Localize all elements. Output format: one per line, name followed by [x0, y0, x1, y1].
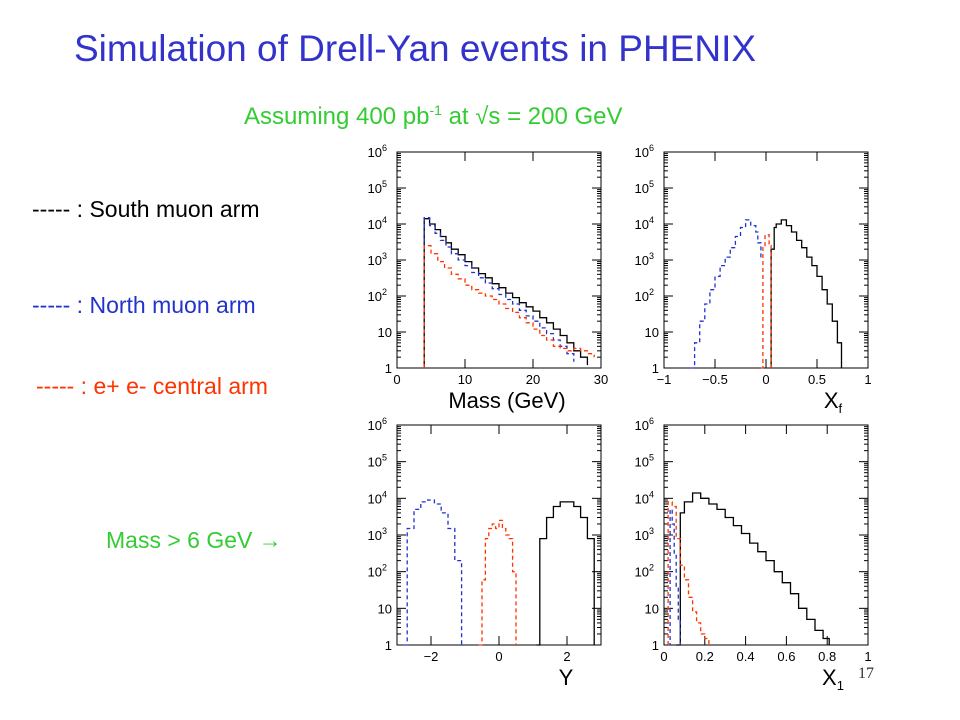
plot-frame [396, 424, 602, 646]
y-tick-label: 104 [368, 489, 387, 506]
x-tick-label: 0.5 [808, 372, 826, 387]
series-line-2 [668, 508, 681, 646]
y-tick-label: 105 [368, 179, 387, 196]
x-tick-label: 0.6 [777, 649, 795, 664]
y-tick-label: 102 [368, 287, 387, 304]
y-tick-label: 10 [645, 601, 659, 616]
y-tick-label: 103 [368, 526, 387, 543]
y-tick-label: 10 [645, 325, 659, 340]
x-tick-label: 0.2 [696, 649, 714, 664]
x-tick-label: 10 [458, 372, 472, 387]
y-tick-label: 103 [368, 251, 387, 268]
y-tick-label: 103 [635, 251, 654, 268]
subtitle-exponent: -1 [429, 102, 442, 118]
y-tick-label: 10 [378, 601, 392, 616]
plot-frame [663, 424, 869, 646]
legend-north-arm: ----- : North muon arm [32, 292, 256, 318]
page-number: 17 [858, 665, 874, 682]
x-tick-label: 0.4 [737, 649, 755, 664]
series-line-1 [536, 501, 595, 646]
y-tick-label: 10 [378, 325, 392, 340]
legend-south-arm: ----- : South muon arm [32, 196, 260, 222]
histogram-panel-4: 1 10 102 103 104 105 106 0 0.2 0.4 0.6 0.8 1 X1 [635, 416, 872, 693]
histogram-panel-2: 1 10 102 103 104 105 106 −1 −0.5 0 0.5 1 Xf [635, 143, 872, 416]
x-tick-label: 0 [495, 649, 502, 664]
y-tick-label: 1 [652, 638, 659, 653]
series-line-1 [770, 219, 843, 368]
series-line-2 [690, 219, 762, 369]
plot-frame [396, 151, 602, 369]
y-tick-label: 105 [635, 179, 654, 196]
x-tick-label: 0 [762, 372, 769, 387]
series-line-1 [423, 218, 589, 368]
series-line-3 [423, 245, 595, 368]
series-line-2 [403, 499, 463, 646]
histogram-panel-1: 1 10 102 103 104 105 106 0 10 20 30 Mass (GeV) [368, 143, 609, 413]
x-tick-label: −1 [657, 372, 672, 387]
subtitle: Assuming 400 pb-1 at √s = 200 GeV [244, 102, 623, 131]
x-tick-label: 30 [594, 372, 608, 387]
y-tick-label: 102 [635, 563, 654, 580]
y-tick-label: 106 [368, 143, 387, 160]
series-line-3 [478, 519, 517, 646]
x-tick-label: 1 [864, 372, 871, 387]
x-tick-label: 0 [393, 372, 400, 387]
x-axis-title: Mass (GeV) [448, 388, 565, 413]
mass-cut-note: Mass > 6 GeV → [106, 527, 282, 553]
y-tick-label: 106 [635, 416, 654, 433]
y-tick-label: 1 [385, 638, 392, 653]
y-tick-label: 102 [635, 287, 654, 304]
y-tick-label: 104 [368, 215, 387, 232]
histogram-panel-3: 1 10 102 103 104 105 106 −2 0 2Y [368, 416, 602, 690]
y-tick-label: 103 [635, 526, 654, 543]
y-tick-label: 106 [368, 416, 387, 433]
y-tick-label: 105 [368, 453, 387, 470]
y-tick-label: 105 [635, 453, 654, 470]
x-tick-label: 20 [526, 372, 540, 387]
series-line-3 [760, 234, 772, 369]
y-tick-label: 106 [635, 143, 654, 160]
y-tick-label: 1 [385, 361, 392, 376]
x-tick-label: 1 [864, 649, 871, 664]
x-tick-label: 0.8 [818, 649, 836, 664]
x-axis-title: Xf [824, 388, 843, 416]
y-tick-label: 1 [652, 361, 659, 376]
x-axis-title: X1 [822, 665, 844, 693]
subtitle-suffix: at √s = 200 GeV [441, 103, 623, 130]
subtitle-prefix: Assuming 400 pb [244, 103, 430, 130]
y-tick-label: 104 [635, 489, 654, 506]
x-axis-title: Y [559, 665, 574, 690]
x-tick-label: −2 [424, 649, 439, 664]
slide-title: Simulation of Drell-Yan events in PHENIX [74, 28, 757, 69]
x-tick-label: 2 [563, 649, 570, 664]
series-line-3 [667, 501, 710, 645]
x-tick-label: 0 [660, 649, 667, 664]
y-tick-label: 102 [368, 563, 387, 580]
x-tick-label: −0.5 [702, 372, 728, 387]
series-line-1 [676, 492, 830, 646]
y-tick-label: 104 [635, 215, 654, 232]
legend-central-arm: ----- : e+ e- central arm [36, 373, 268, 399]
